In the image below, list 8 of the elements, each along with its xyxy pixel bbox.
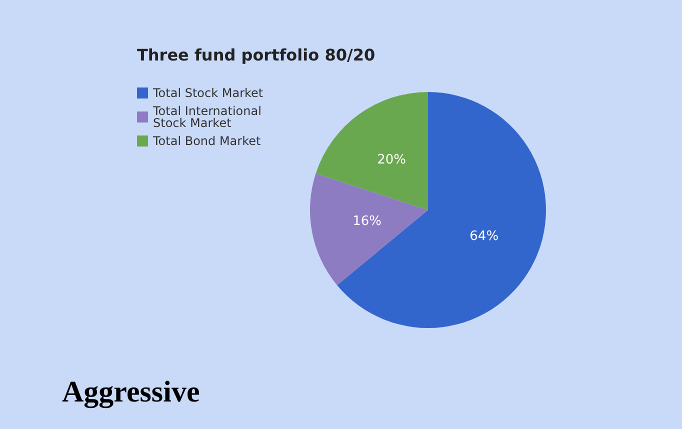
chart-title: Three fund portfolio 80/20 [137, 46, 376, 64]
data-label: 64% [470, 228, 499, 244]
data-label: 16% [352, 214, 382, 230]
text: Aggressive [62, 376, 200, 408]
legend-label: Total Bond Market [152, 134, 261, 148]
legend-label: Total International Stock Market [152, 104, 266, 130]
legend-label: Total Stock Market [152, 86, 264, 100]
data-label: 20% [377, 152, 406, 168]
